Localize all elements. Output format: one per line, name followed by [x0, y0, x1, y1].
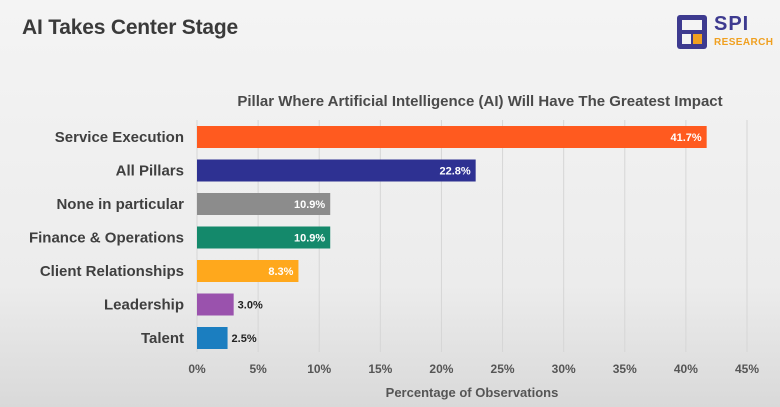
value-label: 8.3% [268, 266, 293, 278]
x-tick-label: 40% [674, 362, 698, 376]
value-label: 10.9% [294, 233, 325, 245]
grid-lines [196, 120, 748, 352]
x-tick-label: 20% [429, 362, 453, 376]
value-label: 2.5% [232, 333, 257, 345]
slide-title: AI Takes Center Stage [22, 16, 238, 39]
category-label: Service Execution [55, 129, 184, 146]
bar [197, 193, 331, 215]
category-labels: Service Execution All Pillars None in part… [29, 129, 184, 347]
logo-tagline: RESEARCH [714, 37, 774, 48]
x-axis-label: Percentage of Observations [385, 385, 559, 400]
category-label: Finance & Operations [29, 230, 184, 247]
bar [197, 226, 331, 249]
x-tick-label: 5% [249, 362, 267, 376]
x-tick-label: 25% [491, 362, 515, 376]
x-tick-label: 30% [552, 362, 576, 376]
spi-logo-icon [677, 15, 707, 49]
bar [197, 126, 707, 148]
category-label: All Pillars [116, 163, 184, 180]
category-label: None in particular [56, 196, 184, 213]
x-tick-label: 0% [188, 362, 206, 376]
x-tick-label: 45% [735, 362, 759, 376]
value-label: 10.9% [294, 199, 325, 211]
bar [197, 260, 299, 282]
value-label: 41.7% [670, 132, 701, 144]
category-label: Client Relationships [40, 263, 184, 280]
logo-name: SPI [714, 13, 750, 35]
x-tick-label: 15% [368, 362, 392, 376]
value-labels: 41.7% 22.8% 10.9% 10.9% 8.3% 3.0% 2.5% [232, 132, 702, 345]
chart-title: Pillar Where Artificial Intelligence (AI… [237, 93, 723, 110]
category-label: Leadership [104, 297, 184, 314]
value-label: 22.8% [439, 166, 470, 178]
value-label: 3.0% [238, 300, 263, 312]
bar [197, 327, 228, 349]
spi-research-logo: SPI RESEARCH [676, 10, 774, 52]
bar [197, 293, 234, 316]
bar [197, 159, 476, 182]
bars [197, 126, 707, 349]
category-label: Talent [141, 330, 184, 347]
x-tick-labels: 0% 5% 10% 15% 20% 25% 30% 35% 40% 45% [188, 362, 759, 376]
x-tick-label: 10% [307, 362, 331, 376]
x-tick-label: 35% [613, 362, 637, 376]
